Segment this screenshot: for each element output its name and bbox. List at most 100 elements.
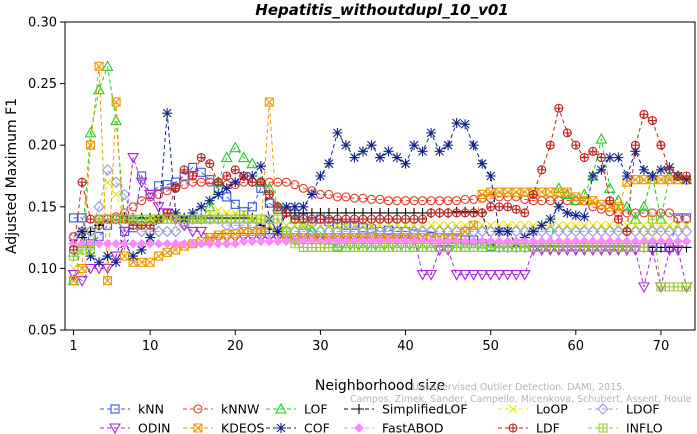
- data-point: [256, 226, 266, 236]
- data-point: [588, 220, 598, 230]
- data-point: [255, 161, 266, 172]
- data-point: [409, 214, 419, 224]
- data-point: [375, 152, 385, 163]
- data-point: [579, 152, 589, 163]
- data-point: [358, 214, 368, 224]
- data-point: [562, 207, 573, 218]
- data-point: [391, 225, 403, 238]
- data-point: [195, 226, 208, 238]
- data-point: [94, 61, 104, 71]
- data-point: [358, 242, 368, 253]
- data-point: [188, 171, 198, 181]
- data-point: [545, 140, 555, 150]
- data-point: [357, 225, 369, 238]
- data-point: [306, 189, 317, 200]
- data-point: [281, 201, 292, 212]
- data-point: [273, 214, 283, 224]
- data-point: [213, 189, 224, 200]
- data-point: [399, 225, 412, 238]
- data-point: [477, 189, 487, 200]
- x-tick-label: 60: [568, 339, 585, 354]
- data-point: [239, 226, 249, 236]
- data-point: [366, 140, 377, 151]
- data-point: [638, 225, 650, 238]
- data-point: [545, 220, 555, 230]
- data-point: [341, 192, 351, 202]
- y-tick-label: 0.15: [28, 200, 57, 215]
- data-point: [605, 220, 615, 230]
- data-point: [392, 242, 402, 253]
- data-point: [622, 226, 632, 236]
- data-point: [315, 242, 325, 253]
- data-point: [94, 257, 105, 268]
- data-point: [298, 183, 308, 193]
- data-point: [256, 236, 266, 247]
- data-point: [664, 165, 675, 175]
- data-point: [494, 220, 504, 230]
- data-point: [434, 146, 445, 157]
- data-point: [416, 270, 429, 281]
- data-point: [418, 242, 428, 253]
- data-point: [186, 226, 199, 238]
- data-point: [85, 251, 96, 262]
- data-point: [186, 213, 199, 225]
- data-point: [145, 192, 155, 202]
- data-point: [647, 171, 658, 181]
- data-point: [204, 238, 215, 249]
- data-point: [664, 236, 675, 247]
- data-point: [137, 196, 147, 206]
- data-point: [331, 225, 344, 238]
- data-point: [383, 214, 394, 224]
- legend-item-fastabod: FastABOD: [344, 421, 444, 434]
- data-point: [681, 282, 692, 292]
- data-point: [425, 270, 438, 281]
- data-point: [681, 171, 692, 181]
- legend-item-kdeos: KDEOS: [183, 421, 265, 434]
- legend-item-simplifiedlof: SimplifiedLOF: [344, 402, 468, 417]
- data-point: [145, 257, 155, 267]
- data-point: [639, 109, 649, 119]
- data-point: [348, 225, 361, 238]
- data-point: [680, 225, 693, 238]
- data-point: [508, 404, 518, 414]
- data-point: [570, 225, 582, 238]
- data-point: [315, 171, 326, 181]
- x-tick-label: 70: [653, 339, 670, 354]
- data-point: [520, 208, 530, 218]
- data-point: [647, 116, 657, 126]
- data-point: [221, 183, 232, 194]
- data-point: [315, 214, 325, 224]
- data-point: [554, 220, 564, 230]
- data-point: [469, 194, 479, 204]
- data-point: [77, 213, 87, 223]
- data-point: [459, 225, 471, 238]
- data-point: [204, 195, 215, 206]
- data-point: [127, 152, 140, 164]
- data-point: [366, 242, 377, 253]
- x-tick-label: 10: [142, 339, 159, 354]
- legend-label: LoOP: [536, 402, 568, 417]
- data-point: [136, 244, 147, 255]
- data-point: [145, 232, 156, 243]
- data-point: [510, 270, 523, 281]
- data-point: [400, 158, 411, 169]
- data-point: [193, 423, 203, 433]
- x-tick-label: 1: [69, 339, 77, 354]
- data-point: [324, 214, 334, 224]
- data-point: [119, 238, 130, 249]
- data-point: [485, 171, 496, 181]
- data-point: [341, 214, 351, 224]
- data-point: [587, 225, 599, 238]
- data-point: [77, 177, 87, 187]
- data-point: [196, 152, 206, 163]
- data-point: [349, 214, 360, 224]
- data-point: [137, 171, 147, 181]
- legend-item-inflo: INFLO: [588, 421, 663, 434]
- chart-title: Hepatitis_withoutdupl_10_v01: [255, 1, 508, 19]
- data-point: [205, 233, 215, 243]
- y-tick-label: 0.05: [28, 324, 57, 339]
- data-point: [212, 213, 225, 225]
- data-point: [588, 146, 598, 156]
- data-point: [501, 270, 514, 281]
- legend-label: kNNW: [221, 402, 259, 417]
